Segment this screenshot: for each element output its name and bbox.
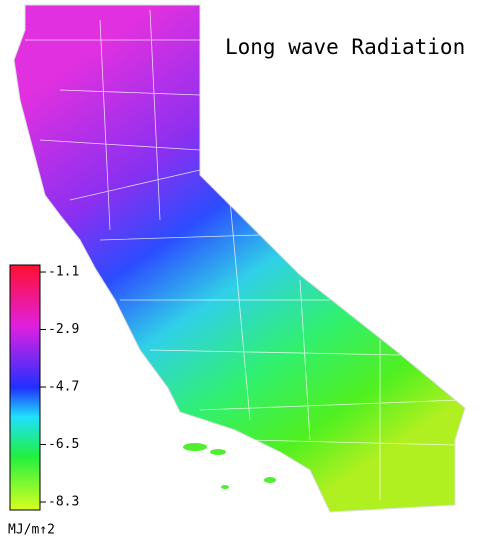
- colorbar-unit: MJ/m↑2: [8, 523, 55, 538]
- colorbar-tick-label: -4.7: [48, 380, 79, 395]
- colorbar-tick-label: -8.3: [48, 495, 79, 510]
- map-title: Long wave Radiation: [225, 35, 465, 59]
- colorbar: [9, 264, 41, 511]
- islands: [183, 443, 276, 489]
- california-shape: [13, 4, 466, 513]
- colorbar-tick-label: -6.5: [48, 437, 79, 452]
- colorbar-tick-label: -1.1: [48, 265, 79, 280]
- county-lines: [25, 9, 461, 500]
- colorbar-tick-label: -2.9: [48, 322, 79, 337]
